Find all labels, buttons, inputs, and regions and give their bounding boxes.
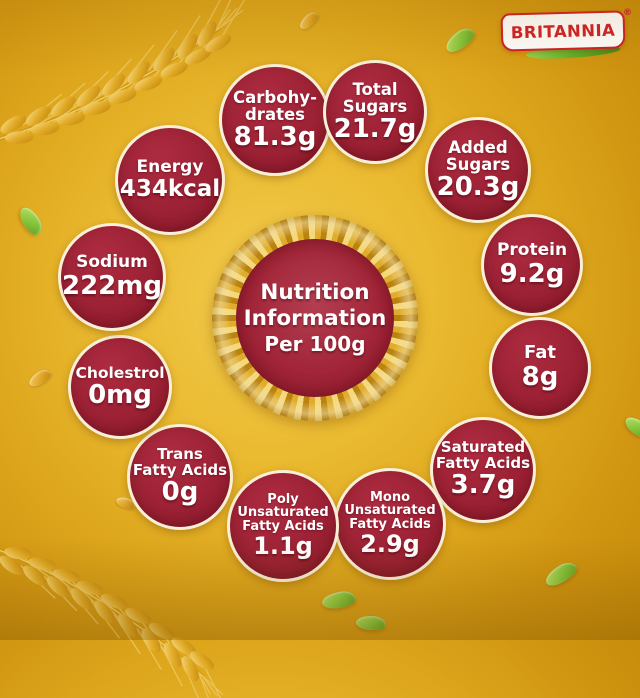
nutrient-label-line: Protein [496, 240, 568, 261]
gold-grain-icon [297, 9, 321, 32]
nutrient-label: Trans Fatty Acids [133, 447, 227, 478]
nutrient-label-line: Trans [157, 445, 203, 464]
nutrient-value: 2.9g [360, 530, 420, 559]
center-title-line: Information [243, 306, 387, 331]
brand-name: BRITANNIA [510, 20, 616, 42]
nutrient-label: Protein [496, 240, 568, 261]
nutrient-bubble-energy: Energy 434kcal [115, 125, 225, 235]
nutrient-label: Poly Unsaturated Fatty Acids [237, 493, 328, 534]
green-seed-icon [16, 204, 46, 238]
nutrient-label-line: Fatty Acids [435, 453, 531, 472]
green-seed-icon [442, 24, 478, 56]
nutrient-label: Fat [524, 344, 556, 363]
nutrient-bubble-sodium: Sodium 222mg [58, 223, 166, 331]
wheat-ear-icon [0, 538, 246, 698]
nutrient-label-line: Fatty Acids [132, 460, 228, 479]
nutrient-label-line: Sugars [445, 154, 511, 174]
nutrient-label: Cholestrol [75, 365, 164, 381]
nutrient-label-line: Sodium [76, 252, 148, 273]
nutrient-value: 0g [161, 477, 199, 508]
nutrient-bubble-fat: Fat 8g [489, 317, 591, 419]
nutrient-value: 20.3g [436, 172, 520, 202]
nutrient-bubble-cholestrol: Cholestrol 0mg [68, 335, 172, 439]
nutrient-label-line: Fatty Acids [242, 518, 324, 534]
green-seed-icon [355, 614, 387, 632]
nutrient-label: Mono Unsaturated Fatty Acids [344, 491, 435, 532]
wheat-ear-icon [0, 0, 266, 152]
center-title-line: Per 100g [264, 331, 366, 356]
registered-mark: ® [623, 8, 632, 18]
gold-grain-icon [26, 366, 54, 390]
nutrient-label-line: Saturated [440, 438, 526, 457]
center-title-line: Nutrition [260, 280, 370, 306]
nutrient-label: Sodium [76, 252, 148, 273]
nutrient-value: 3.7g [450, 470, 516, 501]
nutrient-value: 21.7g [333, 114, 417, 144]
nutrient-value: 0mg [88, 379, 152, 410]
nutrient-label-line: Total [352, 79, 398, 99]
nutrient-bubble-trans-fatty-acids: Trans Fatty Acids 0g [127, 424, 233, 530]
nutrient-value: 9.2g [499, 258, 565, 289]
center-title: Nutrition Information Per 100g [244, 280, 387, 356]
nutrient-label-line: Fatty Acids [349, 516, 431, 532]
nutrient-value: 434kcal [119, 176, 221, 203]
nutrient-label: Energy [136, 156, 204, 177]
britannia-logo: BRITANNIA ® [498, 8, 634, 70]
green-seed-icon [542, 558, 580, 590]
nutrient-label-line: Added [448, 137, 508, 157]
nutrient-value: 8g [521, 362, 559, 393]
nutrient-label-line: Fat [524, 342, 556, 364]
nutrient-label-line: Cholestrol [75, 363, 165, 382]
nutrient-label: Saturated Fatty Acids [436, 440, 530, 471]
nutrient-label-line: Poly [267, 491, 299, 507]
center-medallion: Nutrition Information Per 100g [236, 239, 394, 397]
nutrient-bubble-protein: Protein 9.2g [481, 214, 583, 316]
green-seed-icon [321, 589, 357, 611]
nutrient-bubble-saturated-fatty-acids: Saturated Fatty Acids 3.7g [430, 417, 536, 523]
nutrient-bubble-added-sugars: Added Sugars 20.3g [425, 117, 531, 223]
nutrient-label-line: Carbohy- [233, 87, 317, 107]
nutrient-label: Total Sugars [343, 81, 408, 115]
nutrient-label-line: Unsaturated [237, 505, 329, 521]
nutrient-bubble-total-sugars: Total Sugars 21.7g [323, 60, 427, 164]
nutrient-label-line: Sugars [342, 96, 408, 116]
nutrient-bubble-mono-unsaturated-fatty-acids: Mono Unsaturated Fatty Acids 2.9g [334, 468, 446, 580]
nutrient-label-line: Mono [369, 489, 411, 505]
nutrient-value: 81.3g [233, 122, 317, 152]
green-seed-icon [622, 413, 640, 441]
nutrient-bubble-poly-unsaturated-fatty-acids: Poly Unsaturated Fatty Acids 1.1g [227, 470, 339, 582]
nutrient-label: Added Sugars [446, 139, 511, 173]
nutrient-label-line: Energy [136, 156, 204, 177]
nutrient-value: 1.1g [253, 532, 313, 561]
brand-wordmark: BRITANNIA [500, 10, 626, 52]
nutrient-label: Carbohy- drates [233, 89, 317, 123]
nutrient-label-line: Unsaturated [344, 503, 436, 519]
nutrient-value: 222mg [62, 270, 162, 301]
nutrient-bubble-carbohydrates: Carbohy- drates 81.3g [219, 64, 331, 176]
nutrient-label-line: drates [245, 104, 305, 124]
